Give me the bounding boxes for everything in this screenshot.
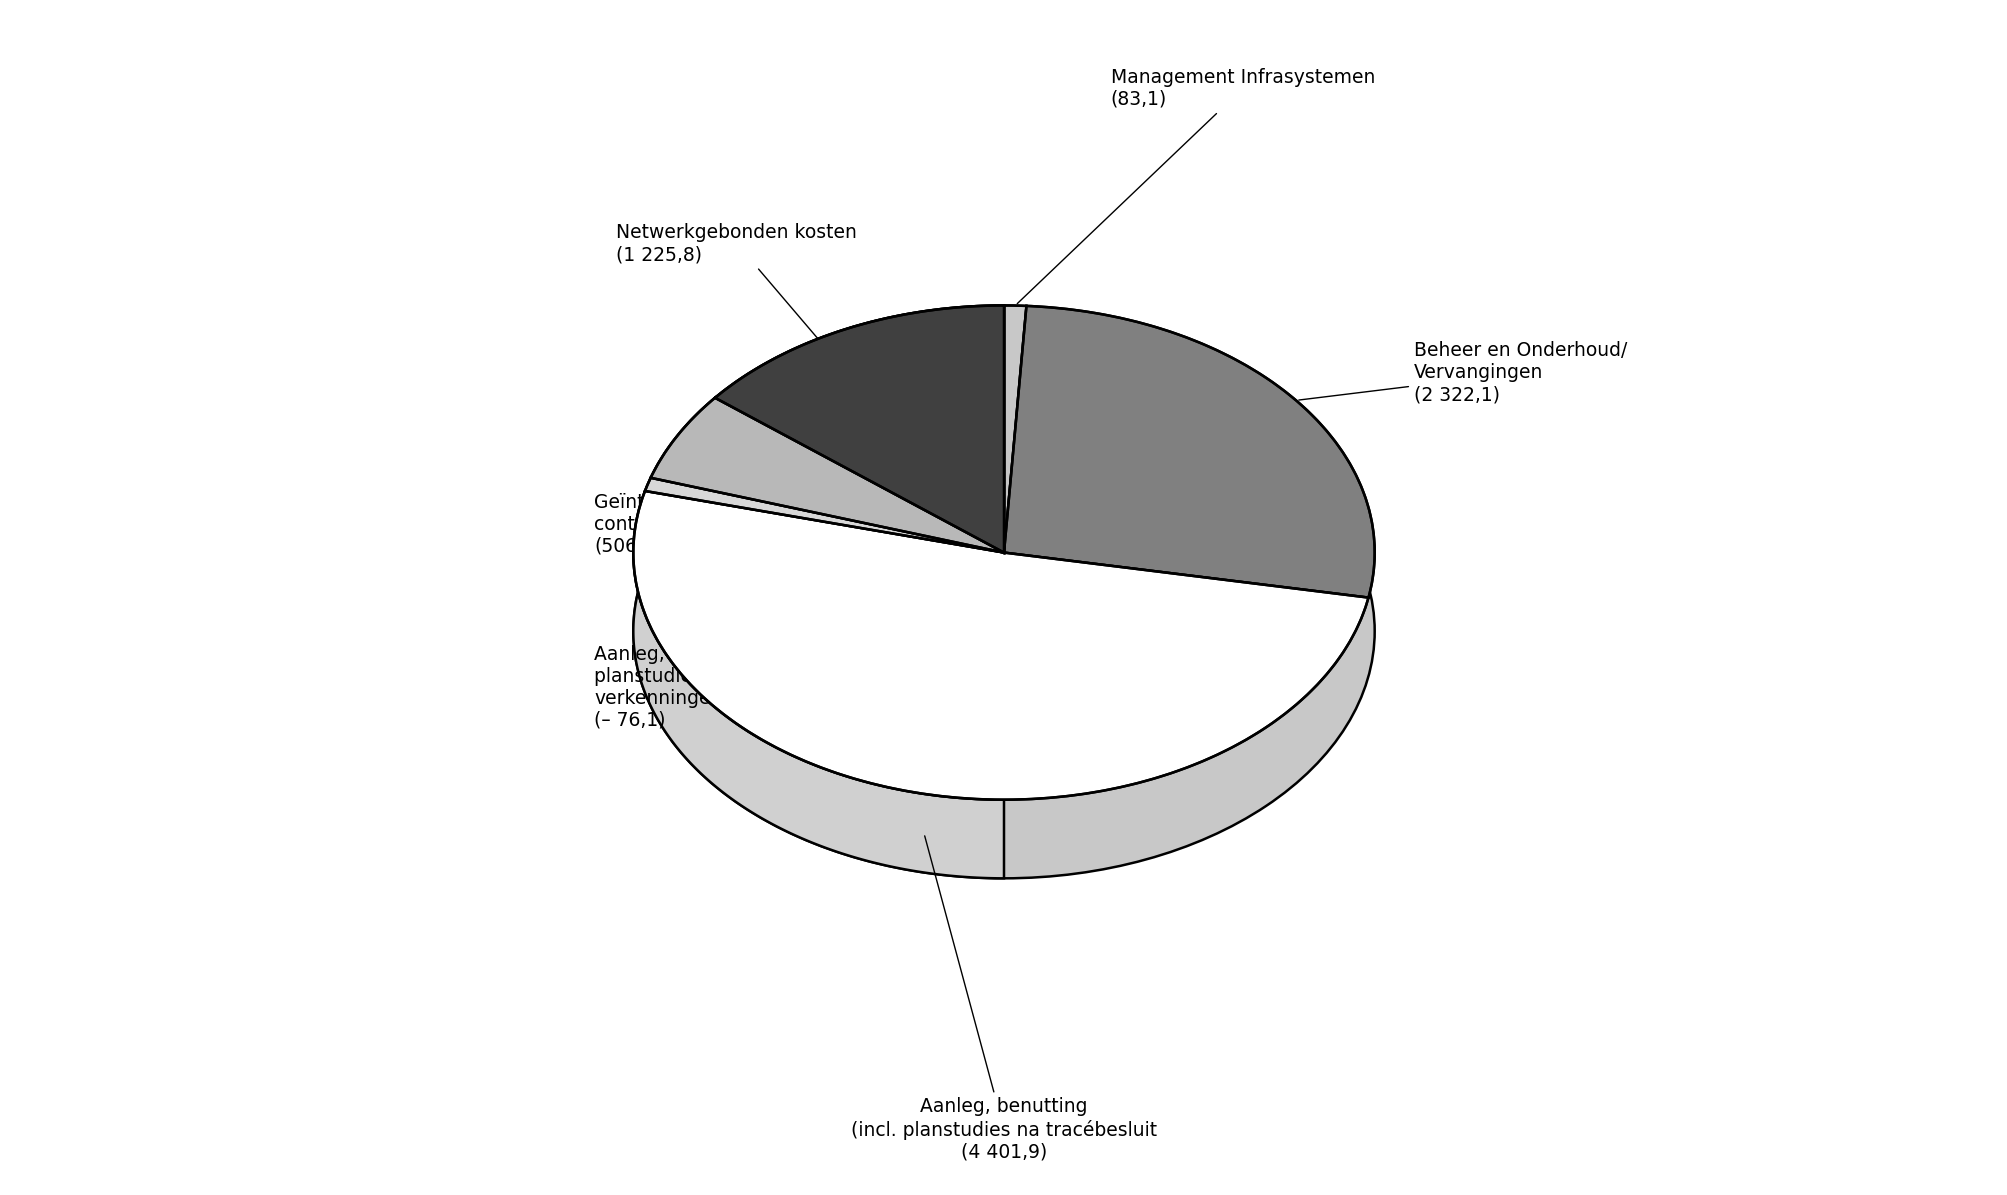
Polygon shape [714,306,1004,552]
Polygon shape [644,478,1004,552]
Polygon shape [644,478,650,570]
Polygon shape [650,398,1004,552]
Polygon shape [714,306,1004,477]
Ellipse shape [632,384,1375,878]
Text: Aanleg, overige
planstudies en
verkenningen
(– 76,1): Aanleg, overige planstudies en verkennin… [594,527,741,730]
Polygon shape [632,491,1004,878]
Polygon shape [632,491,1369,799]
Text: Management Infrasystemen
(83,1): Management Infrasystemen (83,1) [1018,68,1375,304]
Text: Geïntegreerde
contractvormen/PPS
(506,5): Geïntegreerde contractvormen/PPS (506,5) [594,478,785,556]
Text: Beheer en Onderhoud/
Vervangingen
(2 322,1): Beheer en Onderhoud/ Vervangingen (2 322… [1299,342,1626,404]
Polygon shape [1004,306,1026,552]
Polygon shape [650,398,714,557]
Polygon shape [1004,306,1375,598]
Text: Aanleg, benutting
(incl. planstudies na tracébesluit
(4 401,9): Aanleg, benutting (incl. planstudies na … [851,835,1156,1162]
Text: Netwerkgebonden kosten
(1 225,8): Netwerkgebonden kosten (1 225,8) [616,223,857,367]
